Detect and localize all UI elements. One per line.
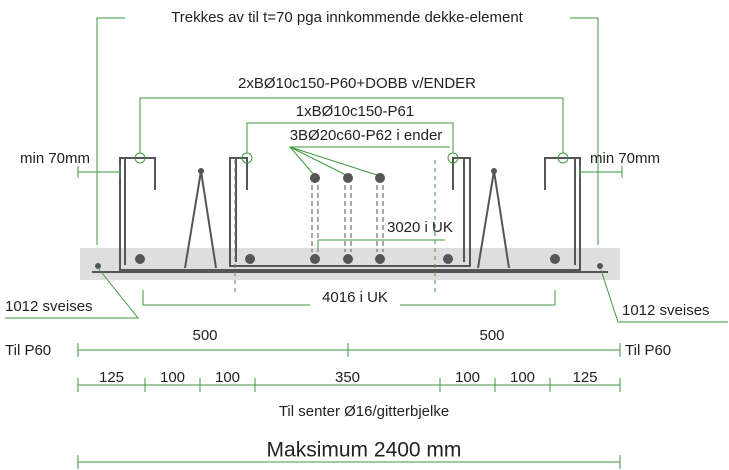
inner-stirrup [229,157,471,267]
mid-rebar-leader [246,122,454,153]
inner-stirrup-inner [235,158,465,262]
slab [80,248,620,280]
min-right-dim [579,166,623,178]
uk-4016-label: 4016 i UK [322,289,388,306]
segment-label: 125 [99,369,124,386]
weld-left-leader [5,267,140,319]
half-dim [77,343,621,357]
segment-label: 100 [215,369,240,386]
end-rebar-leader [288,146,450,177]
half-label: 500 [479,327,504,344]
segment-label: 350 [335,369,360,386]
segment-label: 100 [160,369,185,386]
top-rebar-leader [139,97,564,153]
total-dim [77,455,621,469]
weld-right-leader [600,269,728,323]
bottom-bars [95,173,603,269]
top-bar-circles [134,152,569,164]
weld-left-label: 1012 sveises [5,298,93,315]
center-line [234,160,436,292]
mid-rebar-label: 1xBØ10c150-P61 [296,103,414,120]
til-right-label: Til P60 [625,342,671,359]
total-label: Maksimum 2400 mm [267,439,462,462]
weld-right-label: 1012 sveises [622,302,710,319]
girder-top [198,168,204,174]
uk-3020-leader [317,239,445,252]
segment-label: 125 [572,369,597,386]
segment-label: 100 [455,369,480,386]
til-left-label: Til P60 [5,342,51,359]
segment-label: 100 [510,369,535,386]
half-label: 500 [192,327,217,344]
uk-3020-label: 3020 i UK [387,219,453,236]
min-left-dim [77,166,121,178]
label-bg [310,290,400,308]
min-right-label: min 70mm [590,150,660,167]
end-rebar-label: 3BØ20c60-P62 i ender [290,127,443,144]
title-bracket [96,17,599,245]
girder-top [491,168,497,174]
min-left-label: min 70mm [20,150,90,167]
outer-stirrup-inner [124,158,576,265]
segments-caption: Til senter Ø16/gitterbjelke [279,403,449,420]
title: Trekkes av til t=70 pga innkommende dekk… [171,9,524,26]
end-bars [311,185,384,252]
top-rebar-label: 2xBØ10c150-P60+DOBB v/ENDER [238,75,476,92]
outer-stirrup [119,157,581,271]
